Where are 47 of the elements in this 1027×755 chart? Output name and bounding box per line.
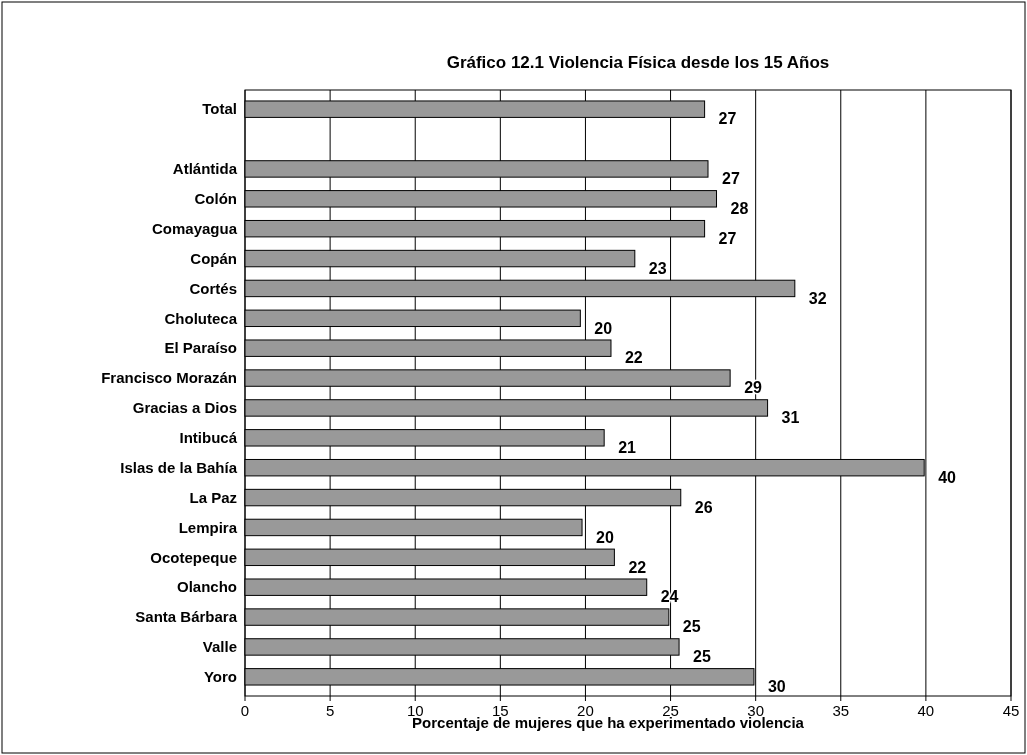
y-tick-label: Ocotepeque	[150, 548, 237, 566]
data-label: 27	[722, 170, 740, 188]
x-tick-label: 40	[917, 702, 935, 719]
data-label: 20	[594, 319, 613, 337]
x-tick-label: 45	[1002, 702, 1020, 719]
data-label: 22	[628, 558, 647, 576]
data-label: 28	[730, 200, 749, 218]
data-label: 30	[767, 678, 786, 696]
y-tick-label: Lempira	[178, 518, 238, 536]
x-tick-label: 30	[747, 702, 765, 719]
y-tick-label: Cortés	[189, 279, 237, 297]
y-tick-label: Yoro	[203, 668, 237, 686]
data-label: 21	[618, 439, 637, 457]
data-label: 26	[694, 498, 713, 516]
chart-title: Gráfico 12.1 Violencia Física desde los 15 Años	[446, 53, 830, 72]
y-tick-label: Choluteca	[164, 309, 238, 327]
data-label: 20	[596, 528, 614, 546]
y-tick-label: Atlántida	[172, 160, 238, 178]
y-tick-label: Intibucá	[179, 429, 238, 447]
y-tick-label: Comayagua	[151, 219, 238, 237]
x-tick-label: 10	[406, 702, 424, 719]
x-tick-label: 35	[832, 702, 850, 719]
x-tick-label: 5	[325, 702, 335, 719]
x-tick-label: 0	[240, 702, 250, 719]
x-tick-label: 20	[577, 702, 594, 719]
data-label: 40	[938, 468, 957, 486]
y-tick-label: Colón	[194, 190, 237, 208]
y-tick-label: Copán	[190, 249, 237, 267]
x-tick-label: 15	[491, 702, 509, 719]
data-label: 22	[624, 349, 643, 367]
data-label: 27	[718, 229, 737, 247]
y-tick-label: Olancho	[176, 578, 237, 596]
data-label: 27	[718, 110, 737, 128]
x-tick-label: 25	[662, 702, 679, 719]
y-tick-label: Total	[202, 100, 237, 118]
y-tick-label: Gracias a Dios	[132, 399, 237, 417]
data-label: 31	[781, 409, 800, 427]
y-tick-label: La Paz	[189, 488, 237, 506]
data-label: 25	[682, 618, 701, 636]
y-tick-label: Santa Bárbara	[135, 608, 238, 626]
y-tick-label: Francisco Morazán	[101, 369, 237, 387]
y-tick-label: Valle	[202, 638, 237, 656]
data-label: 25	[693, 648, 711, 666]
y-tick-label: Islas de la Bahía	[120, 458, 238, 476]
data-label: 32	[808, 289, 827, 307]
data-label: 23	[648, 259, 667, 277]
y-tick-label: El Paraíso	[164, 339, 237, 357]
